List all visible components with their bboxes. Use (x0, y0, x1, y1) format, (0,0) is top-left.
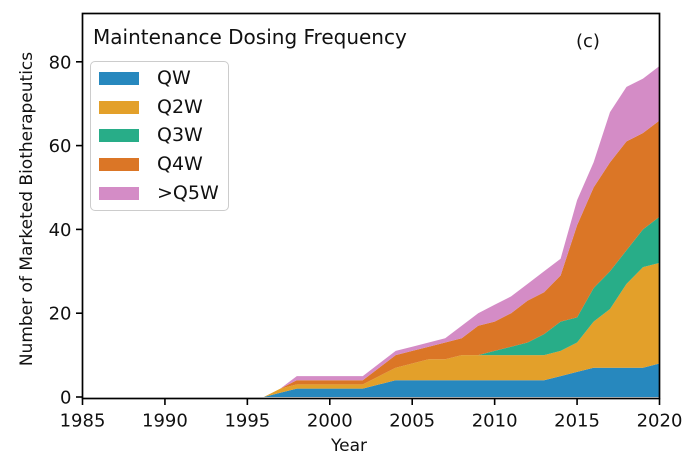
area-qw (82, 363, 660, 397)
legend-label: >Q5W (157, 182, 219, 205)
plot-border (81, 12, 661, 400)
legend-item-qw: QW (91, 64, 228, 92)
area-q3w (82, 216, 660, 397)
x-tick-label: 2010 (472, 411, 518, 432)
panel-label: (c) (576, 31, 600, 52)
x-tick-label: 1995 (224, 411, 270, 432)
legend: QW Q2W Q3W Q4W >Q5W (90, 61, 229, 211)
y-axis-label: Number of Marketed Biotherapeutics (17, 51, 37, 367)
y-tick-label: 20 (49, 304, 72, 325)
legend-label: Q3W (157, 124, 203, 147)
legend-item-q3w: Q3W (91, 122, 228, 150)
legend-item-q2w: Q2W (91, 93, 228, 121)
y-tick-label: 40 (49, 220, 72, 241)
legend-item-q5w: >Q5W (91, 180, 228, 208)
chart-title: Maintenance Dosing Frequency (93, 25, 407, 49)
x-tick-label: 2005 (389, 411, 435, 432)
legend-swatch-q5w (99, 187, 139, 201)
x-tick-label: 2000 (307, 411, 353, 432)
x-tick-label: 1990 (142, 411, 188, 432)
x-tick-label: 2015 (554, 411, 600, 432)
legend-label: Q2W (157, 95, 203, 118)
area-q4w (82, 120, 660, 397)
y-tick-label: 60 (49, 136, 72, 157)
legend-label: Q4W (157, 153, 203, 176)
x-tick-label: 2020 (637, 411, 683, 432)
area-q2w (82, 262, 660, 397)
legend-swatch-qw (99, 71, 139, 85)
y-tick-label: 80 (49, 52, 72, 73)
legend-swatch-q2w (99, 100, 139, 114)
legend-swatch-q4w (99, 158, 139, 172)
legend-label: QW (157, 66, 191, 89)
x-tick-label: 1985 (60, 411, 106, 432)
legend-item-q4w: Q4W (91, 151, 228, 179)
x-axis-label: Year (331, 436, 367, 456)
legend-swatch-q3w (99, 129, 139, 143)
y-tick-label: 0 (60, 388, 71, 409)
